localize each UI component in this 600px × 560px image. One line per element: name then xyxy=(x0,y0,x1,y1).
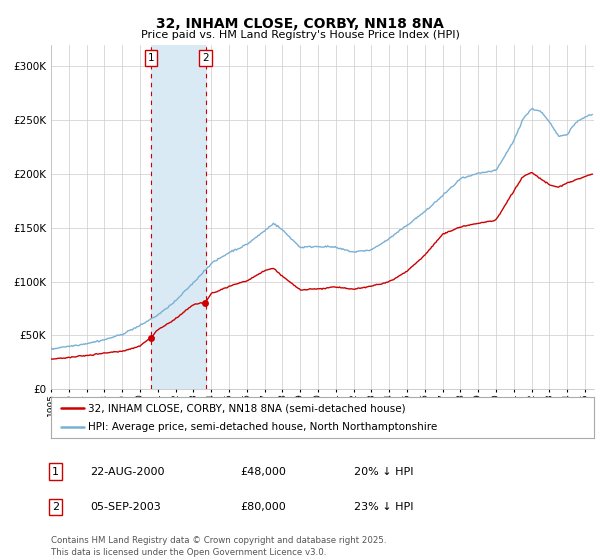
Text: 2: 2 xyxy=(202,53,209,63)
Text: £80,000: £80,000 xyxy=(240,502,286,512)
Text: 20% ↓ HPI: 20% ↓ HPI xyxy=(354,466,413,477)
Text: 1: 1 xyxy=(52,466,59,477)
Text: 2: 2 xyxy=(52,502,59,512)
Text: £48,000: £48,000 xyxy=(240,466,286,477)
Text: 22-AUG-2000: 22-AUG-2000 xyxy=(90,466,164,477)
Text: HPI: Average price, semi-detached house, North Northamptonshire: HPI: Average price, semi-detached house,… xyxy=(88,422,437,432)
Text: 32, INHAM CLOSE, CORBY, NN18 8NA (semi-detached house): 32, INHAM CLOSE, CORBY, NN18 8NA (semi-d… xyxy=(88,403,406,413)
Text: 1: 1 xyxy=(148,53,154,63)
Bar xyxy=(151,45,206,389)
Text: Price paid vs. HM Land Registry's House Price Index (HPI): Price paid vs. HM Land Registry's House … xyxy=(140,30,460,40)
Text: 23% ↓ HPI: 23% ↓ HPI xyxy=(354,502,413,512)
Text: 05-SEP-2003: 05-SEP-2003 xyxy=(90,502,161,512)
Text: 32, INHAM CLOSE, CORBY, NN18 8NA: 32, INHAM CLOSE, CORBY, NN18 8NA xyxy=(156,16,444,30)
Text: Contains HM Land Registry data © Crown copyright and database right 2025.
This d: Contains HM Land Registry data © Crown c… xyxy=(51,536,386,557)
